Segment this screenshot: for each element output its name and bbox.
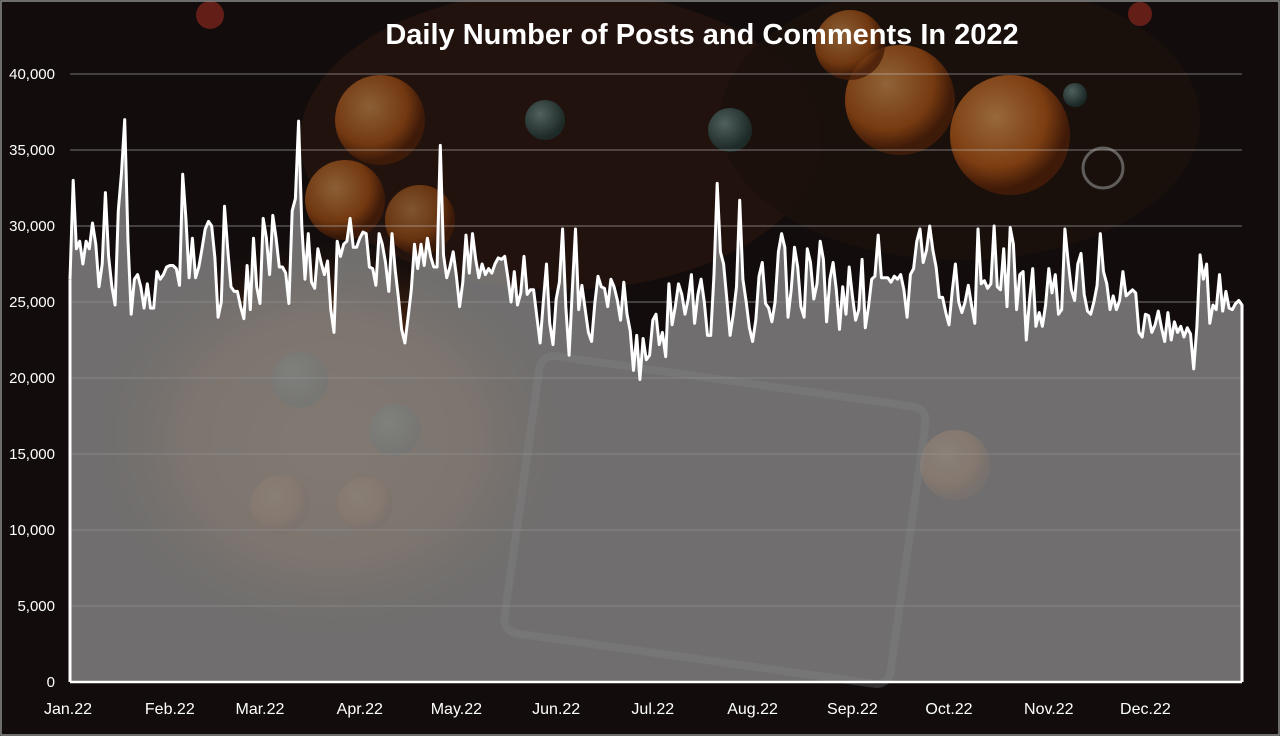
y-tick-label: 0 (47, 674, 55, 691)
x-tick-label: Jun.22 (532, 701, 580, 718)
x-tick-label: Apr.22 (337, 701, 383, 718)
y-tick-label: 25,000 (9, 294, 55, 311)
x-tick-label: Mar.22 (236, 701, 285, 718)
x-tick-label: Nov.22 (1024, 701, 1074, 718)
x-tick-label: Dec.22 (1120, 701, 1171, 718)
x-tick-label: Jan.22 (44, 701, 92, 718)
x-tick-label: May.22 (431, 701, 482, 718)
x-tick-label: Sep.22 (827, 701, 878, 718)
x-tick-label: Jul.22 (631, 701, 674, 718)
y-tick-label: 15,000 (9, 446, 55, 463)
y-axis: 0 5,000 10,000 15,000 20,000 25,000 30,000 35,0… (9, 66, 55, 691)
x-tick-label: Oct.22 (925, 701, 972, 718)
y-tick-label: 5,000 (17, 598, 55, 615)
plot-area (68, 118, 1244, 684)
chart-title: Daily Number of Posts and Comments In 20… (385, 19, 1018, 51)
series-line (68, 118, 1244, 401)
x-tick-label: Aug.22 (727, 701, 778, 718)
x-tick-label: Feb.22 (145, 701, 195, 718)
series-area (70, 119, 1242, 683)
y-tick-label: 30,000 (9, 218, 55, 235)
y-tick-label: 35,000 (9, 142, 55, 159)
y-tick-label: 20,000 (9, 370, 55, 387)
x-axis: Jan.22 Feb.22 Mar.22 Apr.22 May.22 Jun.22 Jul.… (44, 701, 1171, 718)
y-tick-label: 40,000 (9, 66, 55, 83)
y-tick-label: 10,000 (9, 522, 55, 539)
